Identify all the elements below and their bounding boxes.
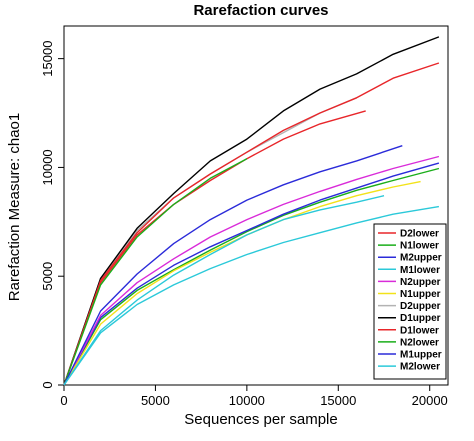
series-line-M2lower xyxy=(63,195,385,386)
series-lines xyxy=(63,36,440,386)
legend-label: M1upper xyxy=(400,350,442,361)
x-tick-label: 20000 xyxy=(412,393,448,408)
legend-label: N1lower xyxy=(400,241,439,252)
series-line-D2upper xyxy=(63,97,357,386)
chart-title: Rarefaction curves xyxy=(193,2,328,19)
legend-label: D1upper xyxy=(400,313,441,324)
axis-ticks: 0 5000 10000 15000 20000 0 5000 10000 15000 xyxy=(40,41,448,408)
plot-frame xyxy=(63,25,449,386)
legend-box xyxy=(373,223,447,380)
series-line-N2lower xyxy=(63,158,248,386)
legend-label: M2upper xyxy=(400,253,442,264)
legend-label: N2lower xyxy=(400,337,439,348)
y-tick-label: 15000 xyxy=(40,41,55,77)
x-axis-title: Sequences per sample xyxy=(184,411,337,428)
series-line-N1upper xyxy=(63,180,421,386)
series-line-M1lower xyxy=(63,205,440,386)
legend: D2lowerN1lowerM2upperM1lowerN2upperN1upp… xyxy=(373,223,447,380)
y-tick-label: 10000 xyxy=(40,149,55,185)
y-axis-title: Rarefaction Measure: chao1 xyxy=(6,113,23,301)
x-tick-label: 0 xyxy=(60,393,67,408)
legend-label: N2upper xyxy=(400,277,441,288)
series-line-N2upper xyxy=(63,155,440,386)
y-tick-label: 0 xyxy=(40,381,55,388)
series-line-M2upper xyxy=(63,162,440,386)
x-tick-label: 10000 xyxy=(229,393,265,408)
series-line-N1lower xyxy=(63,167,440,386)
y-tick-label: 5000 xyxy=(40,262,55,291)
x-tick-label: 15000 xyxy=(320,393,356,408)
legend-label: N1upper xyxy=(400,289,441,300)
series-line-D1upper xyxy=(63,36,440,386)
legend-label: D2upper xyxy=(400,301,441,312)
legend-label: D2lower xyxy=(400,229,439,240)
legend-label: M2lower xyxy=(400,362,440,373)
series-line-D1lower xyxy=(63,62,440,386)
legend-label: D1lower xyxy=(400,325,439,336)
series-line-M1upper xyxy=(63,145,403,386)
legend-label: M1lower xyxy=(400,265,440,276)
series-line-D2lower xyxy=(63,110,366,386)
x-tick-label: 5000 xyxy=(141,393,170,408)
